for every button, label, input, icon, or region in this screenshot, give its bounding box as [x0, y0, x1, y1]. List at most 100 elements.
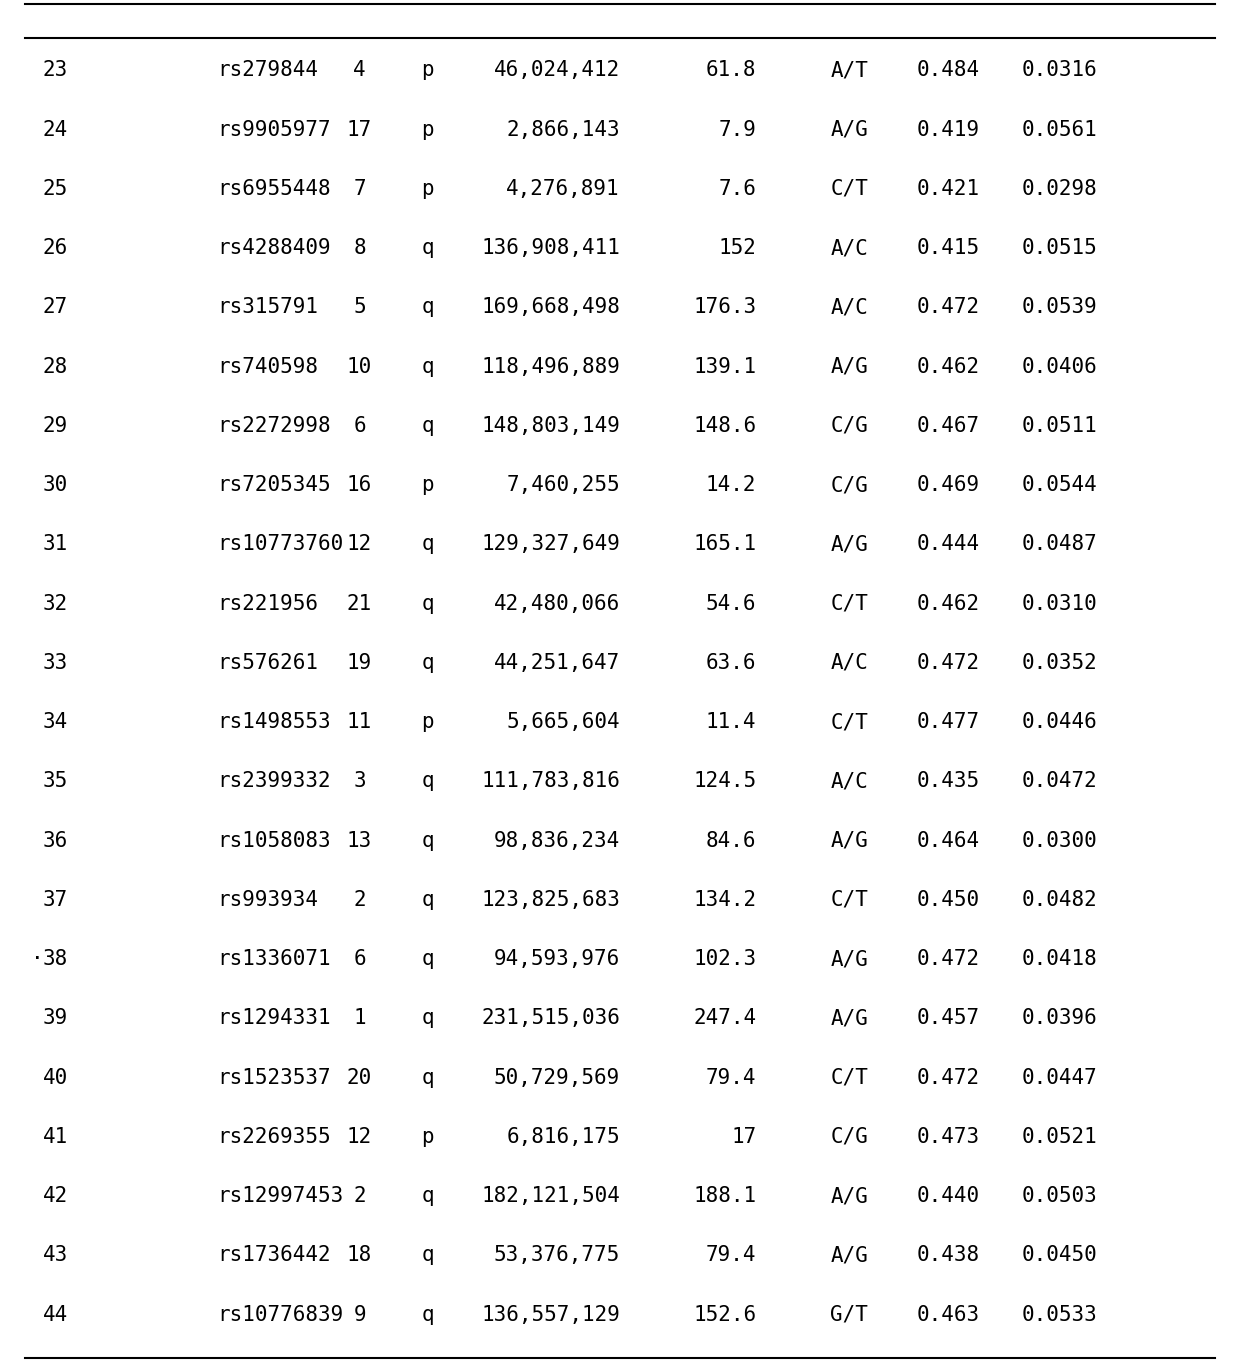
Text: q: q — [422, 1186, 434, 1207]
Text: q: q — [422, 297, 434, 317]
Text: rs740598: rs740598 — [217, 357, 317, 377]
Text: 0.0450: 0.0450 — [1022, 1245, 1097, 1265]
Text: 0.0446: 0.0446 — [1022, 712, 1097, 733]
Text: 0.462: 0.462 — [916, 594, 980, 614]
Text: 188.1: 188.1 — [693, 1186, 756, 1207]
Text: 134.2: 134.2 — [693, 889, 756, 910]
Text: 0.0487: 0.0487 — [1022, 534, 1097, 554]
Text: 11.4: 11.4 — [706, 712, 756, 733]
Text: 0.0310: 0.0310 — [1022, 594, 1097, 614]
Text: 18: 18 — [347, 1245, 372, 1265]
Text: 12: 12 — [347, 1126, 372, 1147]
Text: 0.0298: 0.0298 — [1022, 178, 1097, 199]
Text: 0.0300: 0.0300 — [1022, 831, 1097, 851]
Text: q: q — [422, 1305, 434, 1325]
Text: 0.0539: 0.0539 — [1022, 297, 1097, 317]
Text: 0.421: 0.421 — [916, 178, 980, 199]
Text: 2: 2 — [353, 889, 366, 910]
Text: 182,121,504: 182,121,504 — [481, 1186, 620, 1207]
Text: 118,496,889: 118,496,889 — [481, 357, 620, 377]
Text: 0.473: 0.473 — [916, 1126, 980, 1147]
Text: rs279844: rs279844 — [217, 60, 317, 80]
Text: 0.419: 0.419 — [916, 120, 980, 140]
Text: rs2399332: rs2399332 — [217, 771, 331, 791]
Text: 4: 4 — [353, 60, 366, 80]
Text: 6: 6 — [353, 415, 366, 436]
Text: G/T: G/T — [831, 1305, 868, 1325]
Text: 79.4: 79.4 — [706, 1245, 756, 1265]
Text: 0.444: 0.444 — [916, 534, 980, 554]
Text: 10: 10 — [347, 357, 372, 377]
Text: A/C: A/C — [831, 238, 868, 259]
Text: 7: 7 — [353, 178, 366, 199]
Text: 0.472: 0.472 — [916, 652, 980, 673]
Text: q: q — [422, 357, 434, 377]
Text: 6,816,175: 6,816,175 — [506, 1126, 620, 1147]
Text: 29: 29 — [43, 415, 68, 436]
Text: 0.440: 0.440 — [916, 1186, 980, 1207]
Text: 13: 13 — [347, 831, 372, 851]
Text: 21: 21 — [347, 594, 372, 614]
Text: 7.9: 7.9 — [718, 120, 756, 140]
Text: ·: · — [31, 949, 43, 970]
Text: A/G: A/G — [831, 357, 868, 377]
Text: 0.0418: 0.0418 — [1022, 949, 1097, 970]
Text: 50,729,569: 50,729,569 — [494, 1068, 620, 1088]
Text: q: q — [422, 1008, 434, 1028]
Text: C/T: C/T — [831, 889, 868, 910]
Text: 7,460,255: 7,460,255 — [506, 475, 620, 496]
Text: rs10776839: rs10776839 — [217, 1305, 343, 1325]
Text: 0.438: 0.438 — [916, 1245, 980, 1265]
Text: rs1336071: rs1336071 — [217, 949, 331, 970]
Text: 44: 44 — [43, 1305, 68, 1325]
Text: A/C: A/C — [831, 652, 868, 673]
Text: 0.484: 0.484 — [916, 60, 980, 80]
Text: A/G: A/G — [831, 831, 868, 851]
Text: 61.8: 61.8 — [706, 60, 756, 80]
Text: 40: 40 — [43, 1068, 68, 1088]
Text: 0.463: 0.463 — [916, 1305, 980, 1325]
Text: C/G: C/G — [831, 1126, 868, 1147]
Text: 31: 31 — [43, 534, 68, 554]
Text: 7.6: 7.6 — [718, 178, 756, 199]
Text: C/T: C/T — [831, 594, 868, 614]
Text: 54.6: 54.6 — [706, 594, 756, 614]
Text: 136,557,129: 136,557,129 — [481, 1305, 620, 1325]
Text: 39: 39 — [43, 1008, 68, 1028]
Text: 4,276,891: 4,276,891 — [506, 178, 620, 199]
Text: C/T: C/T — [831, 178, 868, 199]
Text: 33: 33 — [43, 652, 68, 673]
Text: 111,783,816: 111,783,816 — [481, 771, 620, 791]
Text: 148,803,149: 148,803,149 — [481, 415, 620, 436]
Text: 0.0352: 0.0352 — [1022, 652, 1097, 673]
Text: 0.0406: 0.0406 — [1022, 357, 1097, 377]
Text: 24: 24 — [43, 120, 68, 140]
Text: 84.6: 84.6 — [706, 831, 756, 851]
Text: q: q — [422, 594, 434, 614]
Text: 34: 34 — [43, 712, 68, 733]
Text: 0.462: 0.462 — [916, 357, 980, 377]
Text: rs315791: rs315791 — [217, 297, 317, 317]
Text: rs9905977: rs9905977 — [217, 120, 331, 140]
Text: 23: 23 — [43, 60, 68, 80]
Text: A/C: A/C — [831, 297, 868, 317]
Text: 0.472: 0.472 — [916, 949, 980, 970]
Text: C/G: C/G — [831, 415, 868, 436]
Text: 12: 12 — [347, 534, 372, 554]
Text: 9: 9 — [353, 1305, 366, 1325]
Text: 169,668,498: 169,668,498 — [481, 297, 620, 317]
Text: rs7205345: rs7205345 — [217, 475, 331, 496]
Text: rs10773760: rs10773760 — [217, 534, 343, 554]
Text: A/G: A/G — [831, 534, 868, 554]
Text: q: q — [422, 415, 434, 436]
Text: 0.0503: 0.0503 — [1022, 1186, 1097, 1207]
Text: 25: 25 — [43, 178, 68, 199]
Text: q: q — [422, 652, 434, 673]
Text: 37: 37 — [43, 889, 68, 910]
Text: rs993934: rs993934 — [217, 889, 317, 910]
Text: 124.5: 124.5 — [693, 771, 756, 791]
Text: 14.2: 14.2 — [706, 475, 756, 496]
Text: 0.469: 0.469 — [916, 475, 980, 496]
Text: 36: 36 — [43, 831, 68, 851]
Text: 46,024,412: 46,024,412 — [494, 60, 620, 80]
